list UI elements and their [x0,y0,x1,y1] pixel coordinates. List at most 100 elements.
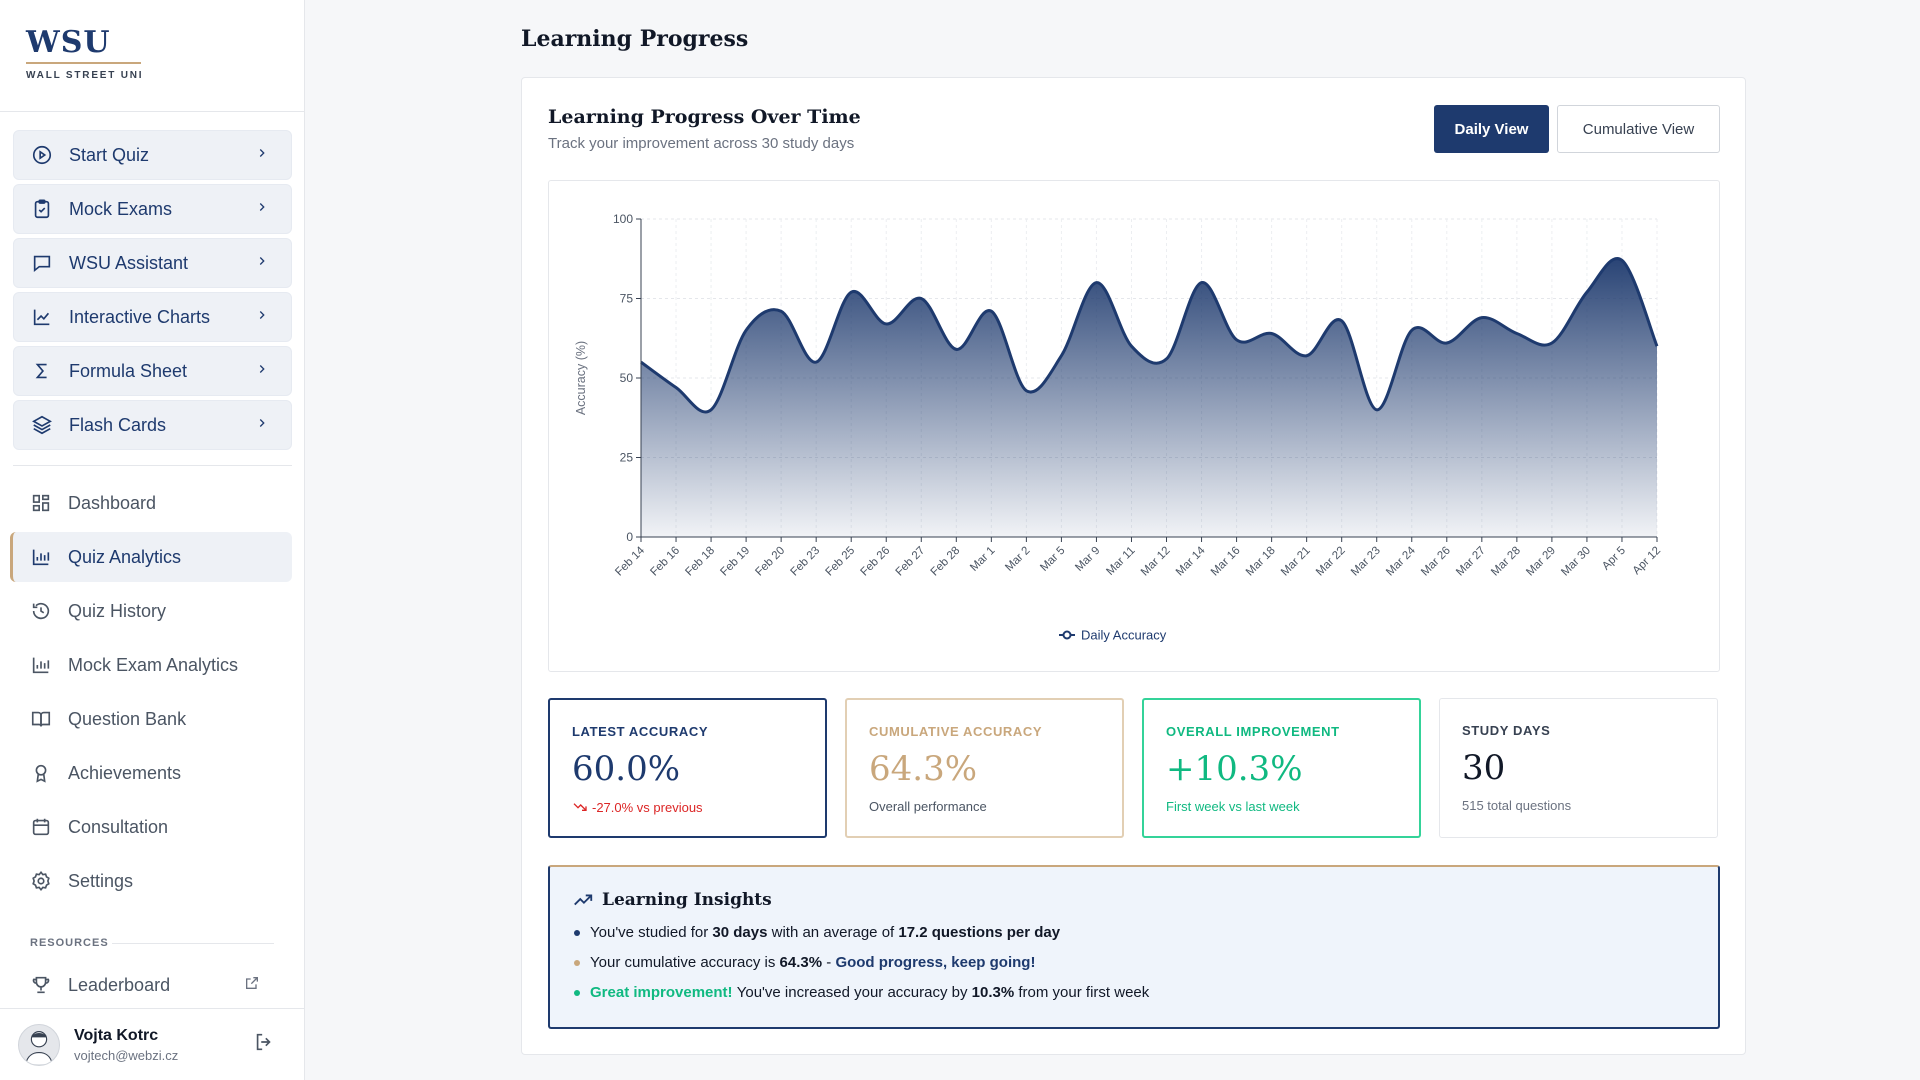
sidebar-item-achievements[interactable]: Achievements [10,748,292,798]
logo[interactable]: WSU WALL STREET UNI [26,26,143,81]
stat-note: 515 total questions [1462,798,1572,813]
user-email: vojtech@webzi.cz [74,1047,179,1063]
x-tick-label: Mar 27 [1454,545,1488,579]
quick-wsu-assistant[interactable]: WSU Assistant [13,238,292,288]
sidebar-item-quiz-history[interactable]: Quiz History [10,586,292,636]
x-tick-label: Mar 18 [1244,545,1278,579]
logout-icon[interactable] [253,1031,275,1058]
bar-chart-icon [30,546,52,568]
legend-swatch-dot [1062,630,1072,640]
x-tick-label: Feb 27 [894,545,928,579]
cumulative-view-button[interactable]: Cumulative View [1557,105,1720,153]
x-tick-label: Mar 26 [1419,545,1453,579]
insight-text: - [826,954,832,971]
x-tick-label: Mar 16 [1209,545,1243,579]
x-tick-label: Feb 19 [718,545,752,579]
sidebar-item-settings[interactable]: Settings [10,856,292,906]
stat-note: First week vs last week [1166,799,1300,814]
user-name: Vojta Kotrc [74,1026,159,1044]
x-tick-label: Feb 25 [824,545,858,579]
stat-label: OVERALL IMPROVEMENT [1166,724,1340,739]
quick-item-label: Start Quiz [69,144,150,165]
user-profile[interactable]: Vojta Kotrc vojtech@webzi.cz [0,1008,305,1080]
insight-row: Your cumulative accuracy is 64.3% - Good… [572,954,1696,971]
stat-value: 60.0% [572,749,681,789]
sidebar-item-label: Settings [68,870,134,891]
quick-formula-sheet[interactable]: Formula Sheet [13,346,292,396]
quick-item-label: Flash Cards [69,414,167,435]
stat-overall-improvement: OVERALL IMPROVEMENT +10.3% First week vs… [1142,698,1421,838]
insight-row: You've studied for 30 days with an avera… [572,924,1696,941]
x-tick-label: Apr 12 [1631,545,1663,577]
sidebar-item-consultation[interactable]: Consultation [10,802,292,852]
stat-value: 30 [1462,748,1506,788]
bullet-dot [574,989,580,996]
x-tick-label: Mar 9 [1073,545,1102,574]
divider [112,943,274,944]
accuracy-chart[interactable]: 0 25 50 75 100 Feb 14 Feb 16 Feb 18 Feb 19 Feb 20… [549,181,1721,673]
x-tick-label: Mar 23 [1349,545,1383,579]
insight-text: You've studied for [590,924,709,941]
insight-text: from your first week [1018,984,1150,1001]
y-tick-label: 25 [620,451,634,465]
user-info: Vojta Kotrc vojtech@webzi.cz [74,1027,253,1063]
card-subtitle: Track your improvement across 30 study d… [548,135,855,152]
sidebar-item-dashboard[interactable]: Dashboard [10,478,292,528]
chevron-right-icon [255,200,269,219]
divider [0,111,305,112]
stat-cumulative-accuracy: CUMULATIVE ACCURACY 64.3% Overall perfor… [845,698,1124,838]
insight-highlight: Good progress, keep going! [835,954,1036,971]
daily-view-button[interactable]: Daily View [1434,105,1549,153]
x-tick-label: Mar 1 [968,545,997,574]
stat-study-days: STUDY DAYS 30 515 total questions [1439,698,1718,838]
gear-icon [30,870,52,892]
insight-strong: 30 days [712,924,768,941]
award-icon [30,762,52,784]
stat-label: LATEST ACCURACY [572,724,709,739]
stat-label: CUMULATIVE ACCURACY [869,724,1043,739]
y-axis-label: Accuracy (%) [574,341,588,415]
chevron-right-icon [255,254,269,273]
x-tick-label: Feb 28 [929,545,963,579]
y-tick-label: 100 [613,212,633,226]
insight-text: with an average of [771,924,895,941]
insights-title: Learning Insights [572,889,1696,911]
x-tick-label: Mar 11 [1104,545,1137,578]
quick-item-label: Interactive Charts [69,306,211,327]
insights-title-text: Learning Insights [602,890,772,910]
x-tick-label: Feb 20 [753,545,787,579]
x-tick-label: Feb 23 [788,545,822,579]
x-tick-label: Feb 18 [683,545,717,579]
insight-strong: 10.3% [971,984,1015,1001]
insight-text: You've increased your accuracy by [736,984,968,1001]
quick-flash-cards[interactable]: Flash Cards [13,400,292,450]
quick-mock-exams[interactable]: Mock Exams [13,184,292,234]
logo-subtitle: WALL STREET UNI [26,70,144,81]
page-title: Learning Progress [521,26,749,52]
quick-start-quiz[interactable]: Start Quiz [13,130,292,180]
insight-highlight: Great improvement! [590,984,733,1001]
sidebar-item-mock-exam-analytics[interactable]: Mock Exam Analytics [10,640,292,690]
sidebar-item-quiz-analytics[interactable]: Quiz Analytics [10,532,292,582]
x-tick-label: Mar 30 [1559,545,1593,579]
trend-down-icon [573,803,587,811]
y-tick-label: 75 [620,292,634,306]
x-tick-label: Mar 5 [1038,545,1067,574]
stat-note: -27.0% vs previous [572,799,803,815]
trending-up-icon [572,889,594,911]
x-tick-label: Mar 28 [1489,545,1523,579]
external-link-icon [244,975,260,996]
sidebar-item-label: Achievements [68,762,182,783]
x-tick-label: Mar 29 [1524,545,1558,579]
bullet-dot [574,959,580,966]
insight-text: Your cumulative accuracy is [590,954,776,971]
quick-interactive-charts[interactable]: Interactive Charts [13,292,292,342]
bullet-dot [574,929,580,936]
avatar-sketch [25,1030,53,1064]
sidebar-item-question-bank[interactable]: Question Bank [10,694,292,744]
play-circle-icon [31,144,53,166]
sidebar-item-leaderboard[interactable]: Leaderboard [10,960,292,1010]
avatar [18,1023,60,1066]
sidebar-item-label: Quiz History [68,600,167,621]
stat-label: STUDY DAYS [1462,723,1551,738]
